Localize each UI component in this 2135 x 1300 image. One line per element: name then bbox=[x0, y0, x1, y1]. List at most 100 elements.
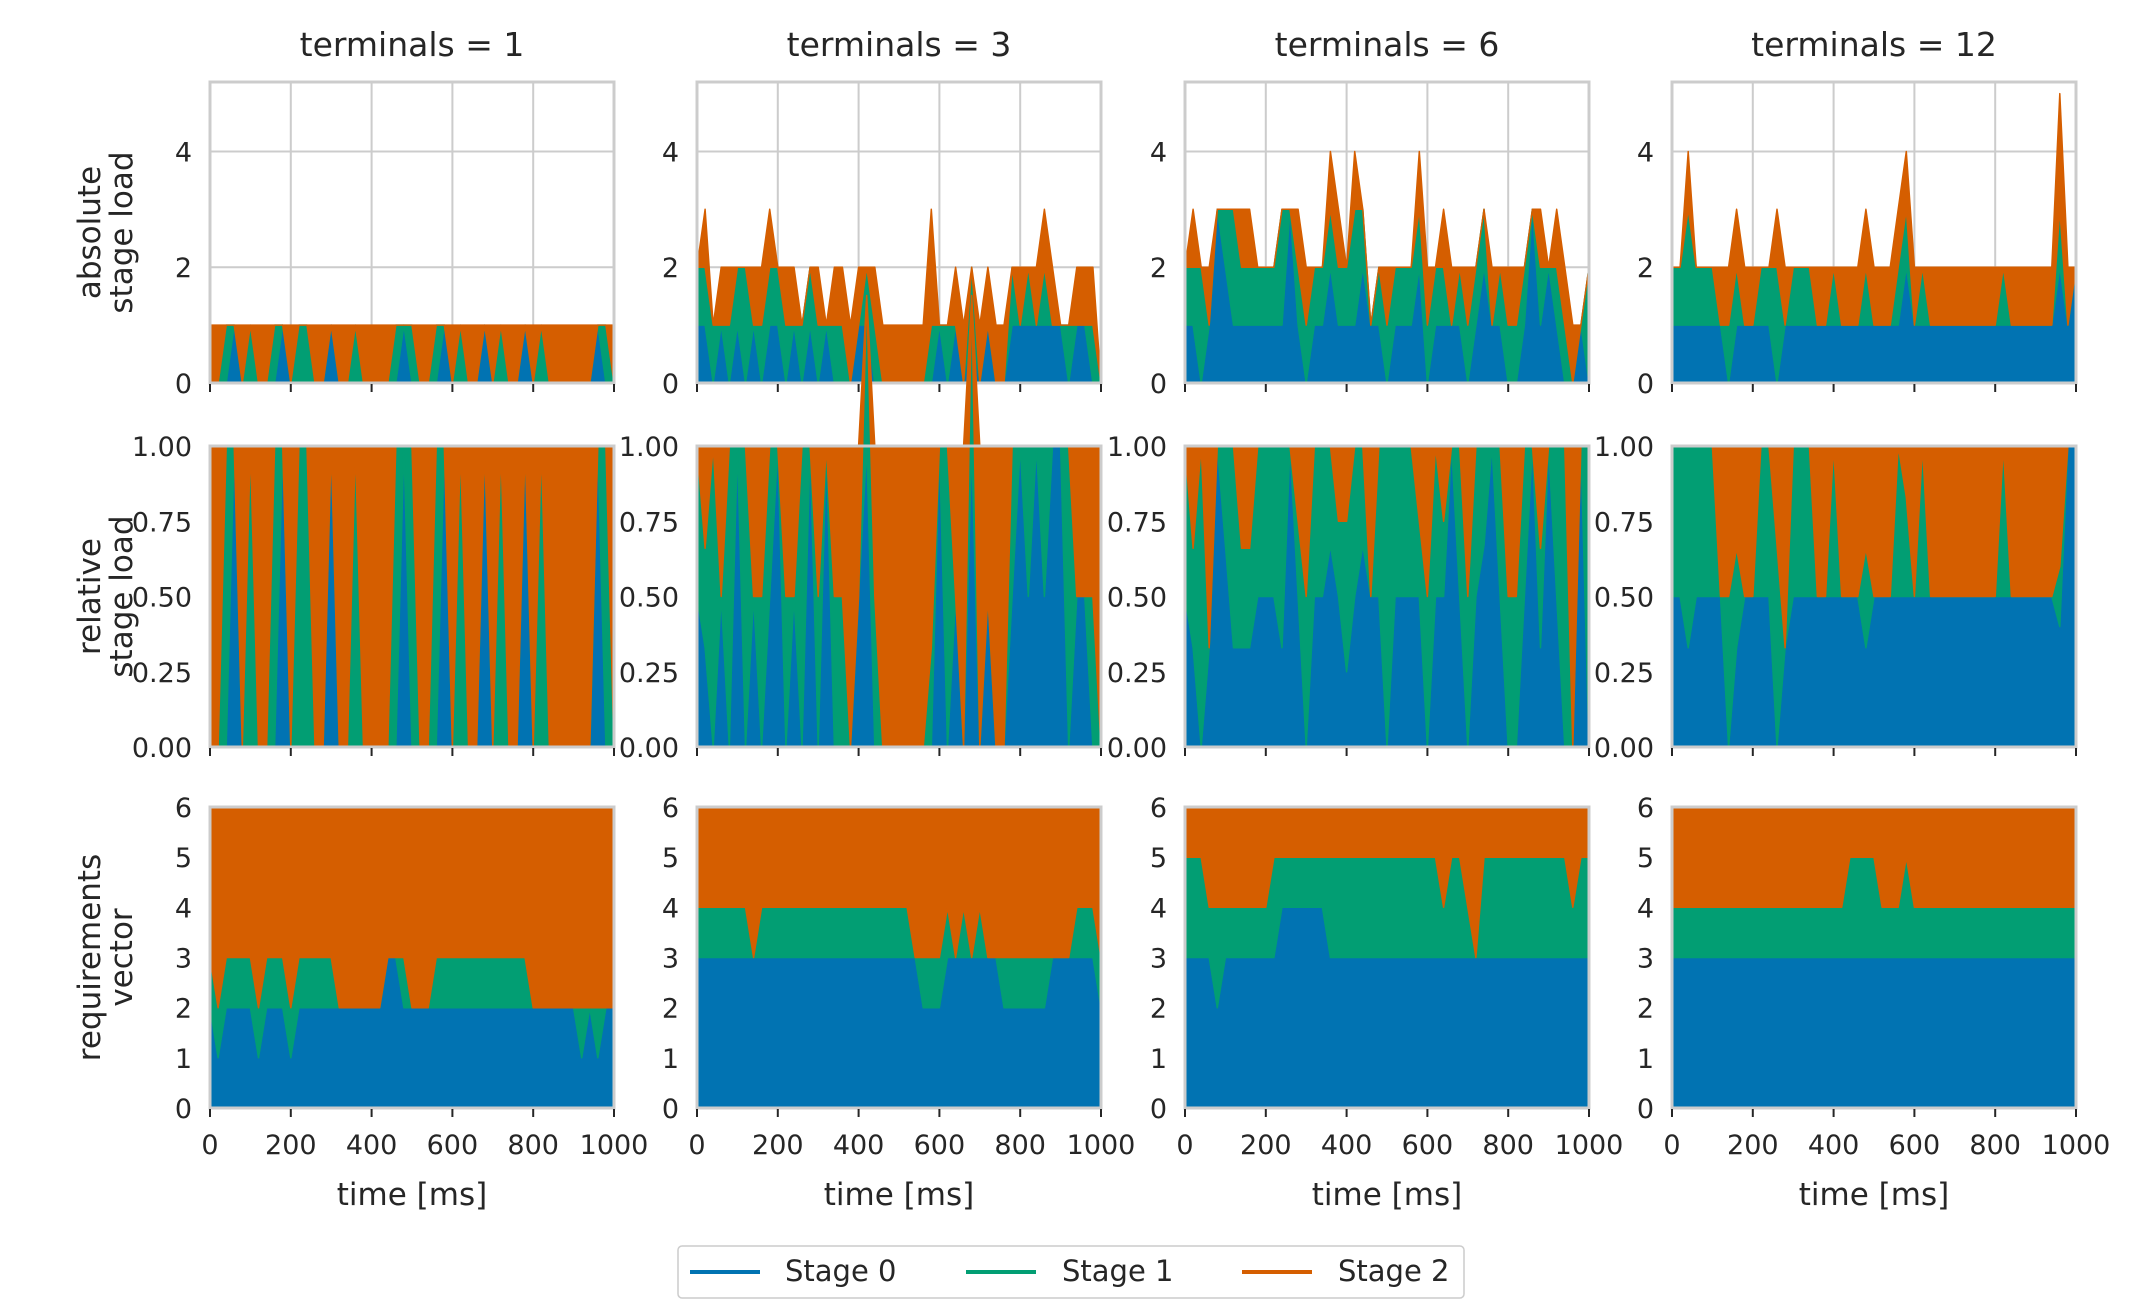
panel-r0-c1: 0 2 4 terminals = 3 bbox=[662, 25, 1103, 400]
panel-frame bbox=[695, 80, 1103, 385]
panel-r2-c0: 0 1 2 3 4 5 6 0 200 400 600 800 1000 time [ms] bbox=[175, 793, 649, 1213]
y-tick-label: 1 bbox=[662, 1044, 679, 1075]
x-tick-label: 200 bbox=[1240, 1130, 1292, 1161]
row-label-1-line-1: stage load bbox=[104, 515, 140, 677]
y-tick-label: 3 bbox=[662, 944, 679, 975]
x-tick-label: 0 bbox=[201, 1130, 218, 1161]
row-label-1-line-0: relative bbox=[72, 538, 108, 655]
legend-label-stage-1: Stage 1 bbox=[1062, 1254, 1173, 1288]
column-title-0: terminals = 1 bbox=[300, 25, 525, 64]
panel-frame bbox=[1183, 80, 1591, 385]
y-tick-label: 0 bbox=[1150, 1094, 1167, 1125]
panel-r1-c1: 0.00 0.25 0.50 0.75 1.00 bbox=[619, 294, 1103, 764]
y-tick-label: 4 bbox=[175, 137, 192, 168]
y-tick-label: 2 bbox=[1637, 994, 1654, 1025]
x-tick-label: 1000 bbox=[2042, 1130, 2111, 1161]
panel-r0-c0: 0 2 4 terminals = 1 bbox=[175, 25, 616, 400]
panel-r1-c3: 0.00 0.25 0.50 0.75 1.00 bbox=[1594, 432, 2078, 764]
x-tick-label: 400 bbox=[833, 1130, 885, 1161]
y-tick-label: 5 bbox=[1150, 843, 1167, 874]
panel-frame bbox=[1670, 80, 2078, 385]
y-tick-label: 0 bbox=[662, 369, 679, 400]
panel-r2-c2: 0 1 2 3 4 5 6 0 200 400 600 800 1000 time [ms] bbox=[1150, 793, 1624, 1213]
panel-frame bbox=[208, 805, 616, 1110]
y-tick-label: 0 bbox=[1150, 369, 1167, 400]
y-tick-label: 0.75 bbox=[132, 507, 192, 538]
x-tick-label: 800 bbox=[1482, 1130, 1534, 1161]
x-tick-label: 600 bbox=[1402, 1130, 1454, 1161]
y-tick-label: 3 bbox=[1637, 944, 1654, 975]
y-tick-label: 5 bbox=[1637, 843, 1654, 874]
panel-frame bbox=[695, 444, 1103, 749]
y-tick-label: 6 bbox=[662, 793, 679, 824]
x-tick-label: 200 bbox=[265, 1130, 317, 1161]
x-tick-label: 400 bbox=[346, 1130, 398, 1161]
y-tick-label: 0.00 bbox=[1107, 733, 1167, 764]
y-tick-label: 6 bbox=[1150, 793, 1167, 824]
y-tick-label: 0.00 bbox=[132, 733, 192, 764]
x-tick-label: 0 bbox=[1663, 1130, 1680, 1161]
y-tick-label: 1 bbox=[1150, 1044, 1167, 1075]
y-tick-label: 5 bbox=[662, 843, 679, 874]
panel-r1-c2: 0.00 0.25 0.50 0.75 1.00 bbox=[1107, 432, 1591, 764]
y-tick-label: 4 bbox=[1637, 893, 1654, 924]
y-tick-label: 1.00 bbox=[132, 432, 192, 463]
x-axis-label: time [ms] bbox=[824, 1177, 974, 1213]
y-tick-label: 4 bbox=[662, 893, 679, 924]
panel-frame bbox=[1183, 805, 1591, 1110]
legend-label-stage-0: Stage 0 bbox=[785, 1254, 896, 1288]
panel-frame bbox=[1670, 805, 2078, 1110]
y-tick-label: 0.50 bbox=[1594, 583, 1654, 614]
y-tick-label: 1.00 bbox=[1594, 432, 1654, 463]
y-tick-label: 0.25 bbox=[619, 658, 679, 689]
y-tick-label: 0.25 bbox=[1107, 658, 1167, 689]
y-tick-label: 6 bbox=[175, 793, 192, 824]
y-tick-label: 4 bbox=[1150, 893, 1167, 924]
panel-r2-c3: 0 1 2 3 4 5 6 0 200 400 600 800 1000 time [ms] bbox=[1637, 793, 2111, 1213]
legend-frame bbox=[677, 1245, 1465, 1299]
x-axis-label: time [ms] bbox=[1799, 1177, 1949, 1213]
panel-frame bbox=[695, 805, 1103, 1110]
x-tick-label: 800 bbox=[507, 1130, 559, 1161]
y-tick-label: 6 bbox=[1637, 793, 1654, 824]
x-tick-label: 600 bbox=[427, 1130, 479, 1161]
y-tick-label: 2 bbox=[1150, 994, 1167, 1025]
panel-r0-c2: 0 2 4 terminals = 6 bbox=[1150, 25, 1591, 400]
y-tick-label: 0 bbox=[175, 369, 192, 400]
x-tick-label: 1000 bbox=[1067, 1130, 1136, 1161]
y-tick-label: 2 bbox=[1637, 253, 1654, 284]
area-stage-2 bbox=[1671, 92, 2077, 326]
y-tick-label: 0.75 bbox=[619, 507, 679, 538]
column-title-1: terminals = 3 bbox=[787, 25, 1012, 64]
x-tick-label: 800 bbox=[994, 1130, 1046, 1161]
y-tick-label: 3 bbox=[175, 944, 192, 975]
y-tick-label: 2 bbox=[662, 253, 679, 284]
column-title-3: terminals = 12 bbox=[1751, 25, 1997, 64]
row-label-2-line-0: requirements bbox=[72, 854, 108, 1061]
y-tick-label: 1 bbox=[175, 1044, 192, 1075]
y-tick-label: 0.50 bbox=[132, 583, 192, 614]
x-tick-label: 400 bbox=[1321, 1130, 1373, 1161]
y-tick-label: 4 bbox=[1150, 137, 1167, 168]
area-stage-0 bbox=[1671, 956, 2077, 1109]
x-tick-label: 0 bbox=[688, 1130, 705, 1161]
panel-frame bbox=[1670, 444, 2078, 749]
x-tick-label: 400 bbox=[1808, 1130, 1860, 1161]
x-axis-label: time [ms] bbox=[1312, 1177, 1462, 1213]
y-tick-label: 2 bbox=[175, 253, 192, 284]
x-tick-label: 0 bbox=[1176, 1130, 1193, 1161]
x-tick-label: 1000 bbox=[580, 1130, 649, 1161]
panel-r0-c3: 0 2 4 terminals = 12 bbox=[1637, 25, 2078, 400]
y-tick-label: 1.00 bbox=[1107, 432, 1167, 463]
panel-frame bbox=[1183, 444, 1591, 749]
y-tick-label: 5 bbox=[175, 843, 192, 874]
y-tick-label: 0 bbox=[1637, 369, 1654, 400]
x-tick-label: 600 bbox=[1889, 1130, 1941, 1161]
y-tick-label: 0 bbox=[1637, 1094, 1654, 1125]
legend: Stage 0 Stage 1 Stage 2 bbox=[677, 1245, 1465, 1299]
column-title-2: terminals = 6 bbox=[1275, 25, 1500, 64]
x-tick-label: 800 bbox=[1969, 1130, 2021, 1161]
y-tick-label: 1.00 bbox=[619, 432, 679, 463]
y-tick-label: 2 bbox=[175, 994, 192, 1025]
